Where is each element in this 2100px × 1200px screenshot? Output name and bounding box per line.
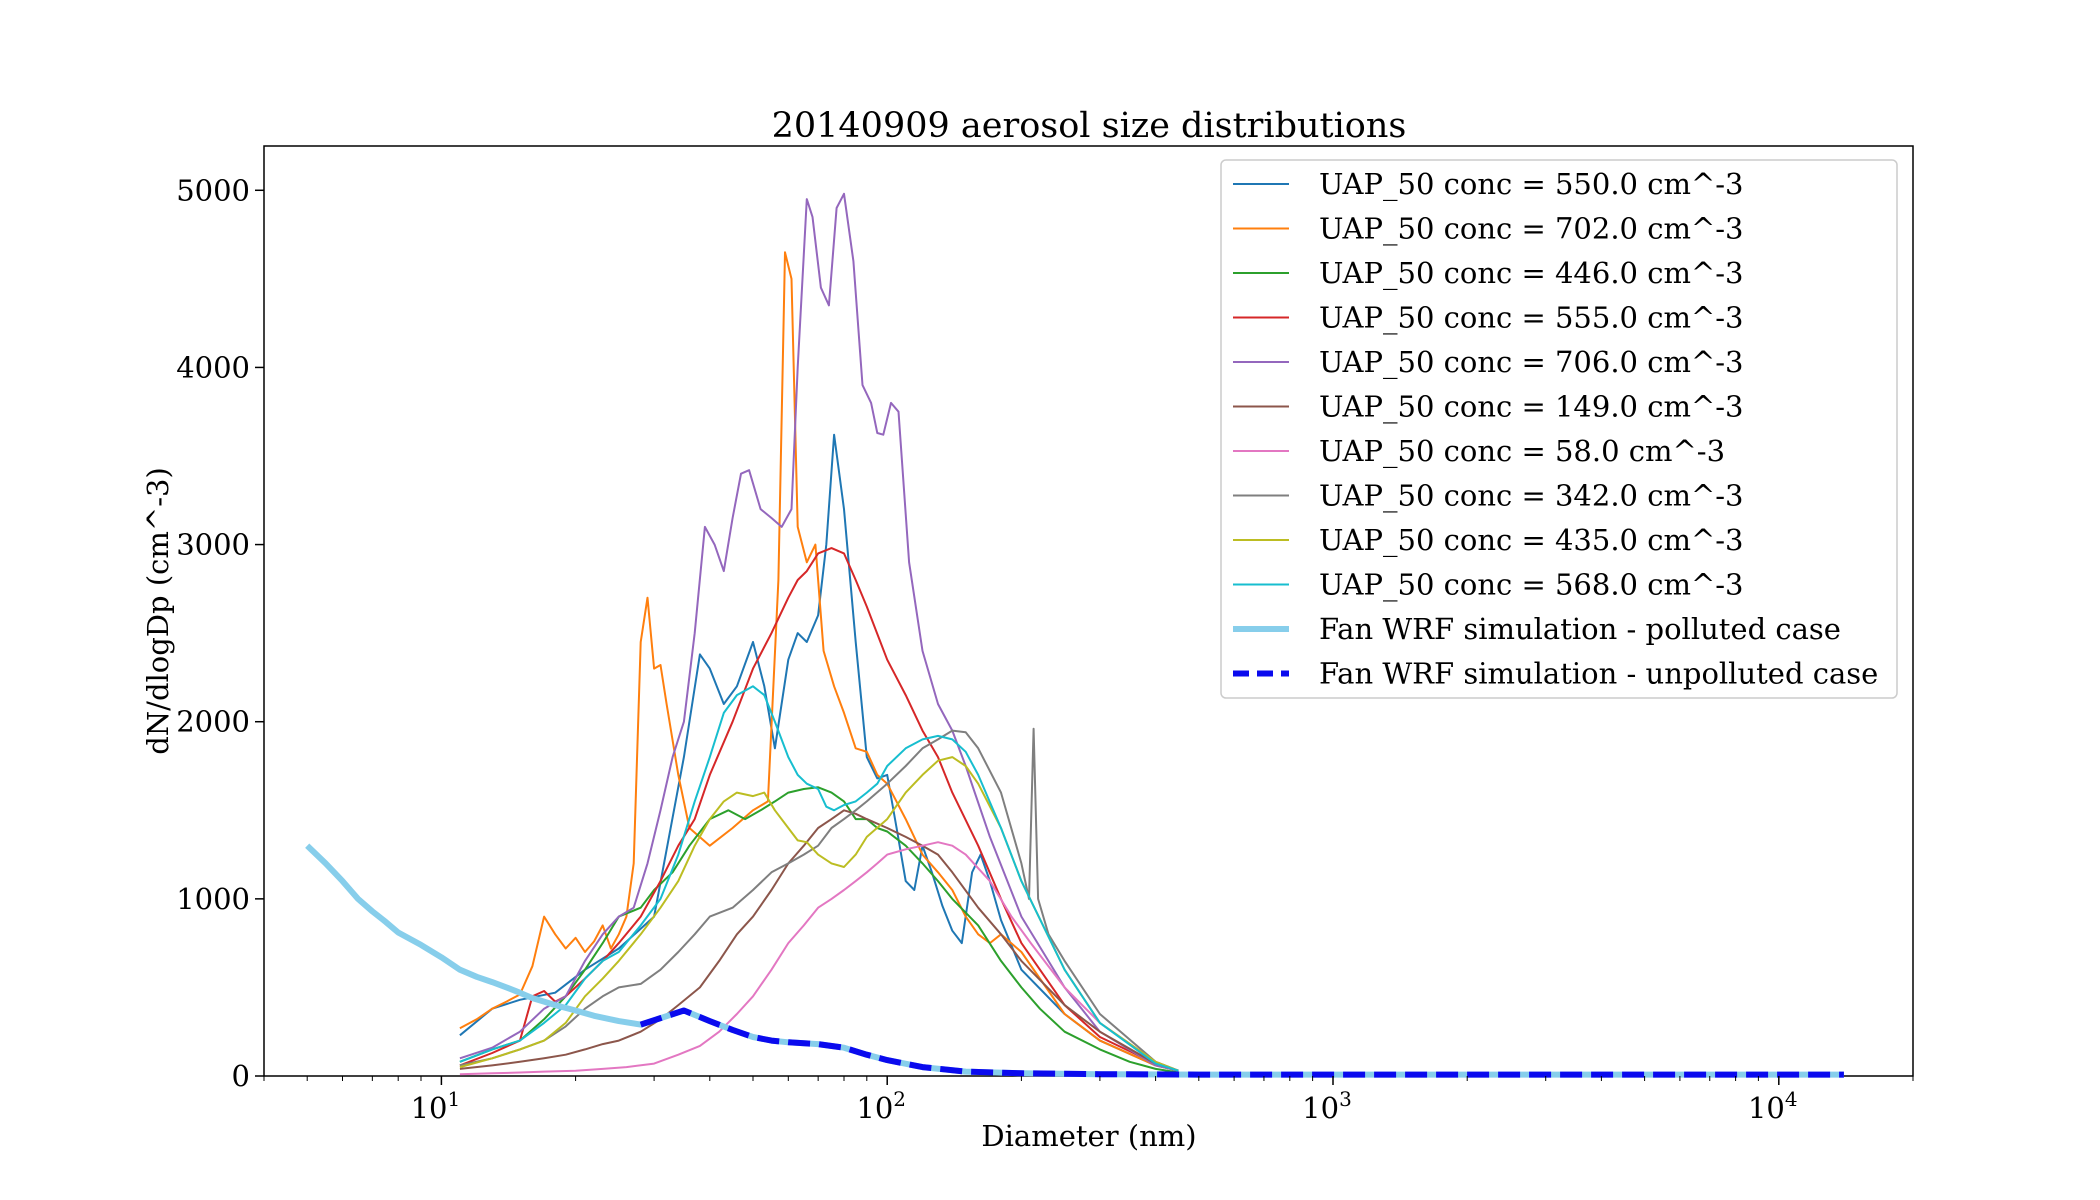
series-line-6 (459, 809, 1179, 1072)
series-group (305, 192, 1844, 1078)
x-tick-label: 103 (1302, 1087, 1352, 1125)
series-line-2 (459, 251, 1179, 1072)
legend-label: UAP_50 conc = 555.0 cm^-3 (1319, 301, 1744, 336)
series-line-8 (459, 727, 1179, 1072)
y-axis-label: dN/dlogDp (cm^-3) (141, 467, 175, 755)
series-line-12 (639, 1007, 1844, 1078)
legend-label: UAP_50 conc = 550.0 cm^-3 (1319, 167, 1744, 202)
legend-label: UAP_50 conc = 435.0 cm^-3 (1319, 523, 1744, 558)
series-line-7 (459, 841, 1179, 1076)
legend-items: UAP_50 conc = 550.0 cm^-3 UAP_50 conc = 7… (1233, 167, 1878, 691)
legend-label: Fan WRF simulation - unpolluted case (1319, 657, 1878, 691)
series-line-4 (459, 547, 1179, 1072)
legend-label: UAP_50 conc = 702.0 cm^-3 (1319, 212, 1744, 247)
y-tick-label: 0 (232, 1059, 250, 1093)
y-tick-label: 3000 (176, 528, 250, 562)
legend-label: Fan WRF simulation - polluted case (1319, 612, 1841, 646)
legend-label: UAP_50 conc = 342.0 cm^-3 (1319, 479, 1744, 514)
series-line-10 (459, 685, 1179, 1072)
series-line-3 (459, 786, 1179, 1074)
legend-label: UAP_50 conc = 446.0 cm^-3 (1319, 256, 1744, 291)
y-tick-label: 4000 (176, 350, 250, 384)
series-line-1 (459, 433, 1179, 1072)
x-axis-ticks: 101 102 103 104 (263, 1076, 1914, 1125)
legend-label: UAP_50 conc = 149.0 cm^-3 (1319, 390, 1744, 425)
y-tick-label: 2000 (176, 705, 250, 739)
legend: UAP_50 conc = 550.0 cm^-3 UAP_50 conc = 7… (1220, 159, 1898, 699)
chart-title: 20140909 aerosol size distributions (772, 106, 1407, 146)
y-tick-label: 1000 (176, 882, 250, 916)
legend-label: UAP_50 conc = 568.0 cm^-3 (1319, 568, 1744, 603)
y-axis-ticks: 0 1000 2000 3000 4000 5000 (176, 173, 264, 1093)
x-axis-label: Diameter (nm) (981, 1119, 1196, 1153)
plot-area: 101 102 103 104 0 1000 2000 3000 4000 5000 (176, 145, 1914, 1125)
legend-label: UAP_50 conc = 58.0 cm^-3 (1319, 434, 1725, 469)
y-tick-label: 5000 (176, 173, 250, 207)
series-line-5 (459, 192, 1179, 1072)
legend-label: UAP_50 conc = 706.0 cm^-3 (1319, 345, 1744, 380)
x-tick-label: 101 (411, 1087, 461, 1125)
series-line-11 (305, 843, 1844, 1078)
legend-box (1220, 159, 1898, 699)
x-tick-label: 102 (856, 1087, 906, 1125)
x-tick-label: 104 (1748, 1087, 1798, 1125)
series-line-9 (459, 756, 1179, 1072)
